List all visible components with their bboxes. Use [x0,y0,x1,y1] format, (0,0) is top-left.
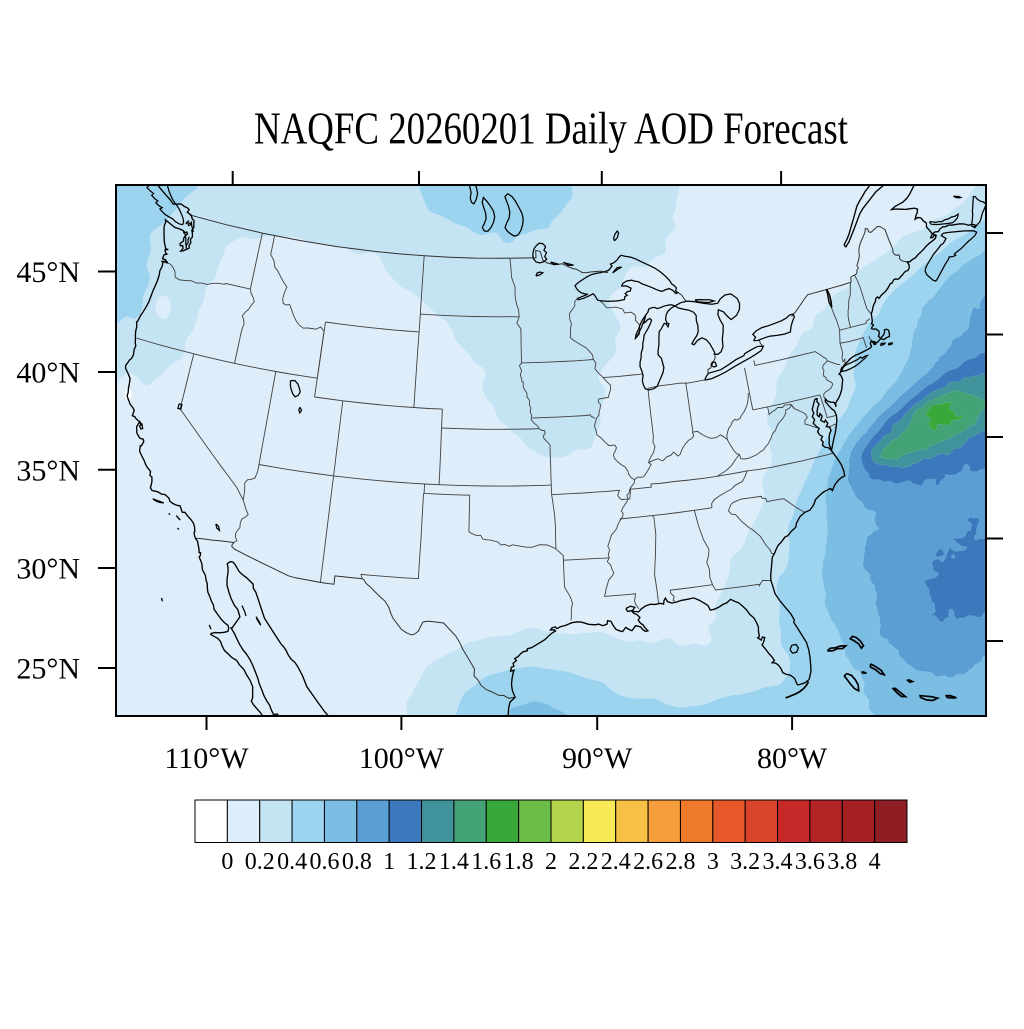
svg-text:2: 2 [545,849,557,875]
svg-text:110°W: 110°W [164,742,249,775]
svg-text:3: 3 [707,849,719,875]
svg-text:2.8: 2.8 [665,849,695,875]
svg-text:90°W: 90°W [562,742,633,775]
svg-text:25°N: 25°N [16,653,80,686]
svg-text:2.2: 2.2 [568,849,598,875]
svg-text:1.2: 1.2 [407,849,437,875]
svg-text:1.8: 1.8 [504,849,534,875]
svg-text:0.8: 0.8 [342,849,372,875]
svg-text:100°W: 100°W [359,742,445,775]
svg-text:45°N: 45°N [16,256,80,289]
svg-text:40°N: 40°N [16,357,80,390]
svg-text:80°W: 80°W [757,742,828,775]
svg-text:0.4: 0.4 [277,849,307,875]
svg-text:3.6: 3.6 [795,849,825,875]
svg-text:4: 4 [869,849,881,875]
svg-text:2.6: 2.6 [633,849,663,875]
svg-text:NAQFC 20260201 Daily AOD Forec: NAQFC 20260201 Daily AOD Forecast [254,103,848,154]
svg-text:0.2: 0.2 [245,849,275,875]
svg-text:0: 0 [221,849,233,875]
svg-text:1.4: 1.4 [439,849,469,875]
svg-text:3.8: 3.8 [827,849,857,875]
svg-text:35°N: 35°N [16,454,80,487]
svg-text:3.2: 3.2 [730,849,760,875]
svg-text:1.6: 1.6 [471,849,501,875]
svg-text:2.4: 2.4 [601,849,631,875]
svg-text:3.4: 3.4 [763,849,793,875]
svg-text:0.6: 0.6 [309,849,339,875]
svg-text:1: 1 [383,849,395,875]
svg-text:30°N: 30°N [16,553,80,586]
